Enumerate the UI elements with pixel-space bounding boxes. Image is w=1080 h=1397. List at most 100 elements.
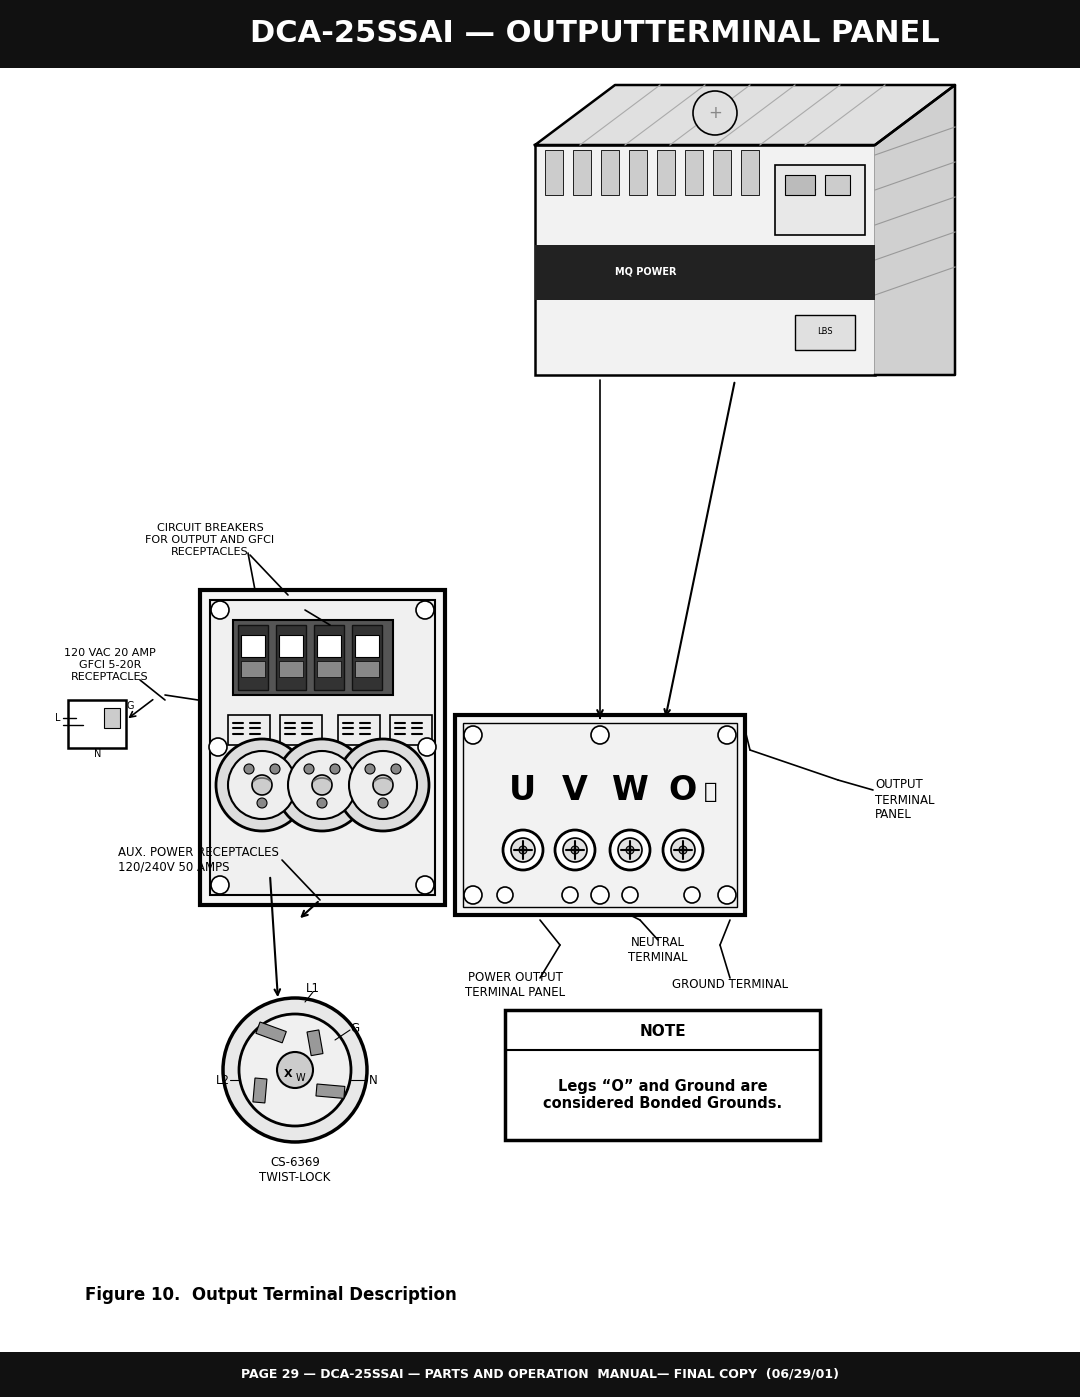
Circle shape <box>378 798 388 807</box>
Bar <box>280 715 322 745</box>
Text: +: + <box>708 103 721 122</box>
Circle shape <box>591 726 609 745</box>
Circle shape <box>330 764 340 774</box>
Text: GROUND TERMINAL: GROUND TERMINAL <box>672 978 788 992</box>
Circle shape <box>416 876 434 894</box>
Circle shape <box>663 830 703 870</box>
Text: MQ POWER: MQ POWER <box>615 267 676 277</box>
Text: N: N <box>368 1073 377 1087</box>
Bar <box>573 149 591 196</box>
Bar <box>318 661 341 678</box>
Circle shape <box>239 1014 351 1126</box>
Text: W: W <box>611 774 648 806</box>
Bar <box>279 636 303 657</box>
Circle shape <box>497 887 513 902</box>
Circle shape <box>418 738 436 756</box>
Circle shape <box>679 847 687 854</box>
Bar <box>338 715 380 745</box>
Circle shape <box>222 997 367 1141</box>
Bar <box>200 590 445 905</box>
Circle shape <box>276 1052 313 1088</box>
Bar <box>233 620 393 694</box>
Bar <box>685 149 703 196</box>
Bar <box>390 715 432 745</box>
Circle shape <box>318 798 327 807</box>
Text: V: V <box>562 774 588 806</box>
Polygon shape <box>875 85 955 374</box>
Bar <box>629 149 647 196</box>
Circle shape <box>303 764 314 774</box>
Text: OUTPUT
TERMINAL
PANEL: OUTPUT TERMINAL PANEL <box>875 778 934 821</box>
Text: PAGE 29 — DCA-25SSAI — PARTS AND OPERATION  MANUAL— FINAL COPY  (06/29/01): PAGE 29 — DCA-25SSAI — PARTS AND OPERATI… <box>241 1368 839 1380</box>
Text: 120 VAC 20 AMP
GFCI 5-20R
RECEPTACLES: 120 VAC 20 AMP GFCI 5-20R RECEPTACLES <box>64 648 156 682</box>
Circle shape <box>211 876 229 894</box>
Text: W: W <box>295 1073 305 1083</box>
Text: L: L <box>55 712 60 724</box>
Circle shape <box>555 830 595 870</box>
Circle shape <box>276 739 368 831</box>
Polygon shape <box>535 85 955 145</box>
Text: N: N <box>94 749 102 759</box>
Circle shape <box>571 847 579 854</box>
Circle shape <box>503 830 543 870</box>
Circle shape <box>252 775 272 795</box>
Text: Figure 10.  Output Terminal Description: Figure 10. Output Terminal Description <box>85 1287 457 1303</box>
Text: DCA-25SSAI — OUTPUTTERMINAL PANEL: DCA-25SSAI — OUTPUTTERMINAL PANEL <box>251 20 940 49</box>
Bar <box>210 599 435 895</box>
Circle shape <box>337 739 429 831</box>
Circle shape <box>562 887 578 902</box>
Bar <box>241 661 265 678</box>
Text: G: G <box>126 701 134 711</box>
Circle shape <box>610 830 650 870</box>
Circle shape <box>684 887 700 902</box>
Circle shape <box>211 601 229 619</box>
Bar <box>713 149 731 196</box>
Text: Legs “O” and Ground are
considered Bonded Grounds.: Legs “O” and Ground are considered Bonde… <box>543 1078 782 1111</box>
Bar <box>535 145 875 374</box>
Text: NOTE: NOTE <box>639 1024 686 1039</box>
Bar <box>238 624 268 690</box>
Circle shape <box>519 847 527 854</box>
Bar <box>825 175 850 196</box>
Text: CS-6369
TWIST-LOCK: CS-6369 TWIST-LOCK <box>259 1155 330 1185</box>
Circle shape <box>622 887 638 902</box>
Circle shape <box>718 726 735 745</box>
Bar <box>463 724 737 907</box>
Circle shape <box>511 838 535 862</box>
Circle shape <box>373 775 393 795</box>
Bar <box>68 700 126 747</box>
Bar <box>0 1352 1080 1397</box>
Circle shape <box>626 847 634 854</box>
Text: O: O <box>669 774 697 806</box>
Bar <box>253 1078 267 1104</box>
Bar <box>0 0 1080 68</box>
Bar <box>241 636 265 657</box>
Circle shape <box>416 601 434 619</box>
Circle shape <box>349 752 417 819</box>
Bar <box>316 1084 345 1098</box>
Text: X: X <box>284 1069 293 1078</box>
Circle shape <box>464 726 482 745</box>
Circle shape <box>365 764 375 774</box>
Bar <box>535 244 875 300</box>
Circle shape <box>718 886 735 904</box>
Bar <box>104 708 120 728</box>
Circle shape <box>464 886 482 904</box>
Bar <box>657 149 675 196</box>
Bar <box>355 636 379 657</box>
Circle shape <box>270 764 280 774</box>
Circle shape <box>563 838 588 862</box>
Bar <box>741 149 759 196</box>
Circle shape <box>244 764 254 774</box>
Circle shape <box>210 738 227 756</box>
Circle shape <box>671 838 696 862</box>
Bar <box>795 314 855 351</box>
Circle shape <box>618 838 642 862</box>
Text: LBS: LBS <box>818 327 833 337</box>
Bar <box>775 165 865 235</box>
Circle shape <box>391 764 401 774</box>
Bar <box>600 149 619 196</box>
Bar <box>228 715 270 745</box>
Bar <box>279 661 303 678</box>
Bar <box>455 715 745 915</box>
